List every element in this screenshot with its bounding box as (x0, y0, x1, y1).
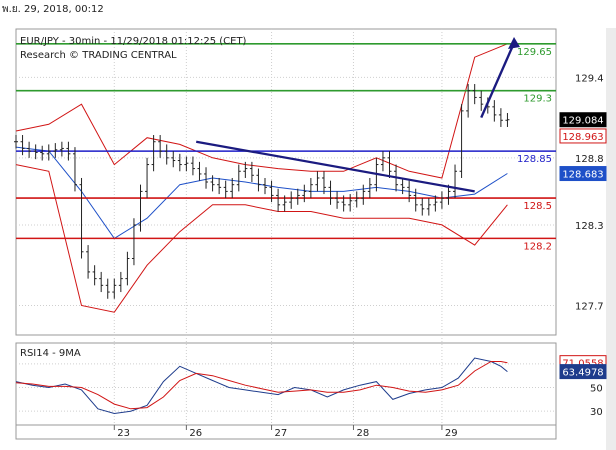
level-label: 129.65 (517, 47, 552, 58)
x-axis: 23 26 27 28 29 (113, 425, 458, 439)
rsi-tick-label: 50 (590, 384, 603, 395)
chart-title: EUR/JPY - 30min - 11/29/2018 01:12:25 (C… (20, 36, 247, 47)
price-tag-box (559, 112, 607, 128)
x-tick-label: 26 (189, 428, 202, 439)
y-tick-label: 127.7 (575, 301, 604, 312)
right-border (606, 28, 616, 450)
rsi-tick-label: 30 (590, 407, 603, 418)
price-panel (15, 28, 557, 336)
bollinger-bands (15, 43, 508, 313)
timestamp: พ.ย. 29, 2018, 00:12 (2, 4, 104, 15)
RSI14-line (15, 357, 508, 415)
x-tick-label: 28 (356, 428, 369, 439)
price-tag-box (559, 128, 607, 144)
chart-subtitle: Research © TRADING CENTRAL (20, 50, 177, 61)
price-series (14, 84, 510, 299)
x-axis-band (15, 424, 557, 440)
9MA-line (15, 361, 508, 410)
rsi-panel (15, 342, 557, 426)
y-tick-label: 129.4 (575, 73, 604, 84)
bollinger-upper-line (15, 43, 508, 179)
level-label: 128.2 (523, 241, 552, 252)
level-label: 128.5 (523, 201, 552, 212)
levels: 129.65 129.3 128.85 128.5 128.2 (16, 42, 556, 252)
level-label: 128.85 (517, 154, 552, 165)
price-tag-box (559, 166, 607, 182)
x-tick-label: 29 (445, 428, 458, 439)
price-tags: 129.084 128.963 128.683 (559, 112, 607, 182)
level-label: 129.3 (523, 94, 552, 105)
price-tag-label: 128.683 (562, 170, 603, 181)
bollinger-lower-line (15, 164, 508, 313)
forecast-arrow-shaft (480, 42, 516, 119)
bollinger-mid-line (15, 146, 508, 240)
drawings (196, 37, 520, 193)
rsi-title: RSI14 - 9MA (20, 348, 81, 359)
y-tick-label: 128.3 (575, 221, 604, 232)
price-tag-label: 129.084 (562, 116, 603, 127)
rsi-tag-label: 63.4978 (562, 368, 603, 379)
y-axis: 127.7 128.3 128.8 129.4 (575, 73, 604, 312)
rsi-series: 70503071.055863.4978 (15, 355, 607, 418)
trendline (196, 140, 475, 193)
rsi-tag-box (559, 364, 607, 380)
forecast-arrow-head (508, 37, 520, 50)
price-tag-label: 128.963 (562, 132, 603, 143)
x-tick-label: 27 (275, 428, 288, 439)
y-tick-label: 128.8 (575, 154, 604, 165)
x-tick-label: 23 (117, 428, 130, 439)
